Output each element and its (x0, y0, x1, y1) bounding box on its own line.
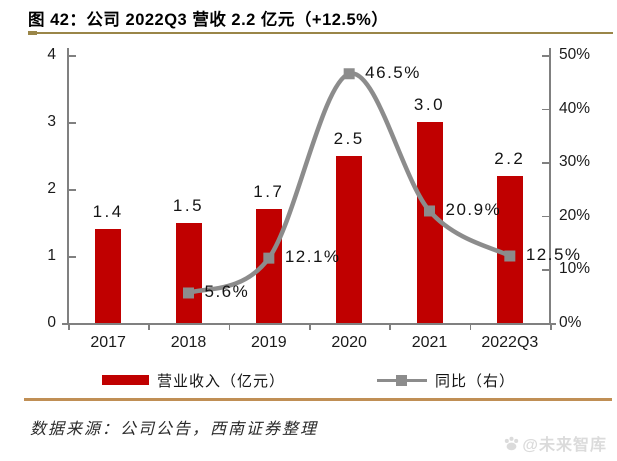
legend-label-revenue: 营业收入（亿元） (156, 372, 285, 390)
watermark-text: @未来智库 (522, 437, 607, 454)
chart-legend: 营业收入（亿元） 同比（右） (0, 368, 617, 392)
left-axis-tick-label: 1 (47, 247, 56, 264)
right-axis-tick (542, 269, 550, 271)
left-axis-tick (68, 55, 76, 57)
right-axis-tick (542, 323, 550, 325)
legend-item-yoy: 同比（右） (377, 370, 515, 391)
right-axis-tick-label: 50% (559, 46, 591, 63)
right-axis-tick (542, 162, 550, 164)
bar-value-label-2018: 1.5 (172, 195, 205, 215)
title-divider (28, 31, 613, 34)
legend-label-yoy: 同比（右） (435, 372, 516, 390)
bar-value-label-2020: 2.5 (333, 128, 365, 148)
x-axis-label-2018: 2018 (170, 334, 207, 351)
bar-2021 (416, 122, 443, 323)
line-value-label-2018: 5.6% (204, 281, 250, 301)
x-axis-tick (550, 323, 552, 330)
right-axis-tick-label: 40% (559, 99, 591, 117)
line-marker-2020 (343, 68, 355, 80)
watermark: @未来智库 (503, 431, 607, 455)
x-axis-label-2022q3: 2022Q3 (481, 334, 539, 351)
left-axis-tick (68, 122, 76, 124)
line-value-label-2020: 46.5% (365, 62, 421, 82)
right-axis-tick (542, 55, 550, 57)
bar-2018 (175, 222, 202, 323)
left-axis-tick (68, 256, 76, 258)
x-axis-tick (309, 323, 311, 330)
left-axis-tick-label: 0 (47, 314, 56, 331)
x-axis-tick (68, 323, 70, 330)
left-axis-tick-label: 4 (47, 46, 56, 63)
bar-value-label-2017: 1.4 (92, 202, 124, 222)
line-value-label-2021: 20.9% (445, 199, 502, 219)
right-axis-tick-label: 0% (559, 314, 582, 331)
revenue-bar-swatch-icon (101, 375, 149, 385)
x-axis-tick (469, 323, 472, 330)
right-axis-line (549, 48, 551, 325)
right-axis-tick (542, 215, 550, 218)
yoy-line-swatch-icon (377, 374, 427, 386)
left-axis-tick-label: 3 (47, 113, 56, 130)
x-axis-label-2021: 2021 (411, 334, 448, 351)
legend-item-revenue: 营业收入（亿元） (101, 370, 285, 391)
footer-divider (24, 398, 612, 401)
right-axis-tick (542, 108, 550, 111)
bar-value-label-2021: 3.0 (413, 95, 446, 114)
x-axis-label-2017: 2017 (90, 334, 126, 351)
x-axis-label-2019: 2019 (251, 334, 287, 351)
left-axis-tick (68, 323, 76, 325)
x-axis-tick (148, 323, 150, 330)
bar-value-label-2019: 1.7 (253, 182, 285, 202)
paw-logo-icon (505, 436, 519, 450)
left-axis-tick (68, 189, 76, 191)
left-axis-tick-label: 2 (47, 180, 56, 197)
line-value-label-2019: 12.1% (284, 247, 341, 267)
bar-value-label-2022q3: 2.2 (494, 148, 526, 168)
left-axis-line (67, 48, 69, 325)
line-value-label-2022q3: 12.5% (525, 245, 582, 264)
chart-title: 图 42：公司 2022Q3 营收 2.2 亿元（+12.5%） (28, 11, 389, 29)
bar-2022q3 (496, 175, 523, 323)
x-axis-tick (228, 323, 231, 330)
bar-2017 (95, 229, 122, 323)
combo-chart: 0 1 2 3 4 0% 10% 20% 30% 40% 50% 2017 2018 2019 2020 20… (0, 36, 617, 366)
right-axis-tick-label: 30% (559, 153, 591, 171)
data-source-note: 数据来源：公司公告，西南证券整理 (30, 419, 319, 438)
bar-2019 (255, 209, 282, 323)
right-axis-tick-label: 20% (559, 206, 591, 224)
x-axis-tick (389, 323, 391, 330)
bar-2020 (336, 155, 363, 323)
x-axis-label-2020: 2020 (331, 334, 367, 351)
right-axis-tick-label: 10% (559, 260, 591, 278)
